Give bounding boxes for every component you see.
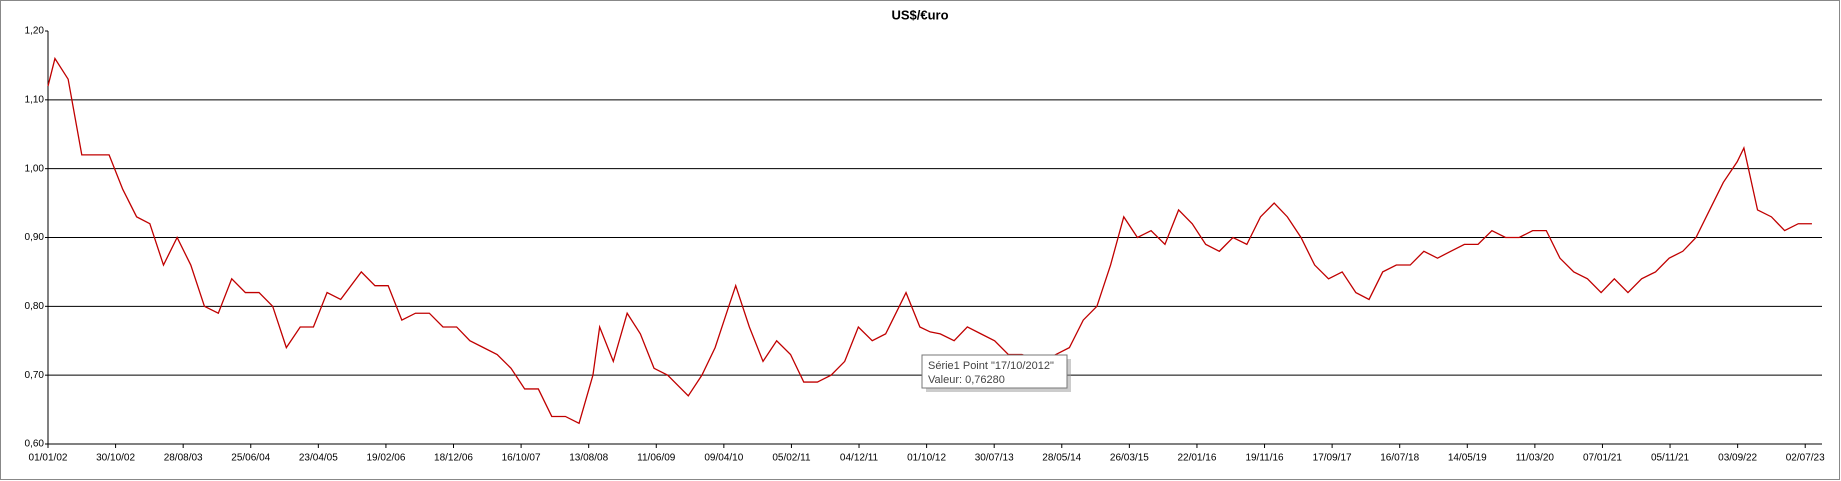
y-tick-label: 1,10 [25, 94, 45, 105]
y-tick-label: 0,90 [25, 232, 45, 243]
x-tick-label: 01/10/12 [907, 453, 946, 464]
line-series [47, 56, 1812, 425]
x-tick-label: 16/10/07 [502, 453, 541, 464]
x-tick-label: 19/02/06 [366, 453, 405, 464]
x-tick-label: 05/02/11 [772, 453, 811, 464]
x-tick-label: 14/05/19 [1448, 453, 1487, 464]
x-tick-label: 17/09/17 [1313, 453, 1352, 464]
x-tick-label: 22/01/16 [1177, 453, 1216, 464]
x-tick-label: 19/11/16 [1245, 453, 1284, 464]
x-tick-label: 03/09/22 [1718, 453, 1757, 464]
tooltip: Série1 Point "17/10/2012" Valeur: 0,7628… [921, 354, 1071, 392]
x-tick-label: 01/01/02 [29, 453, 68, 464]
x-tick-label: 02/07/23 [1786, 453, 1825, 464]
x-tick-label: 11/06/09 [637, 453, 676, 464]
x-tick-label: 04/12/11 [840, 453, 879, 464]
x-tick-label: 25/06/04 [231, 453, 270, 464]
x-tick-label: 16/07/18 [1380, 453, 1419, 464]
x-tick-label: 18/12/06 [434, 453, 473, 464]
x-tick-label: 05/11/21 [1651, 453, 1690, 464]
x-tick-label: 23/04/05 [299, 453, 338, 464]
x-tick-label: 09/04/10 [704, 453, 743, 464]
x-tick-label: 26/03/15 [1110, 453, 1149, 464]
tooltip-box [921, 354, 1068, 389]
x-tick-label: 30/10/02 [96, 453, 135, 464]
y-tick-label: 1,20 [25, 26, 45, 37]
tooltip-value: Valeur: 0,76280 [928, 374, 1005, 386]
y-tick-label: 0,60 [25, 439, 45, 450]
x-tick-label: 13/08/08 [569, 453, 608, 464]
x-tick-label: 11/03/20 [1516, 453, 1555, 464]
chart-title: US$/€uro [891, 7, 948, 22]
x-tick-label: 28/08/03 [164, 453, 203, 464]
x-tick-label: 07/01/21 [1583, 453, 1622, 464]
y-tick-label: 0,70 [25, 370, 45, 381]
y-tick-label: 0,80 [25, 301, 45, 312]
tooltip-title: Série1 Point "17/10/2012" [928, 360, 1054, 372]
y-tick-label: 1,00 [25, 163, 45, 174]
x-tick-label: 30/07/13 [975, 453, 1014, 464]
x-tick-label: 28/05/14 [1042, 453, 1081, 464]
